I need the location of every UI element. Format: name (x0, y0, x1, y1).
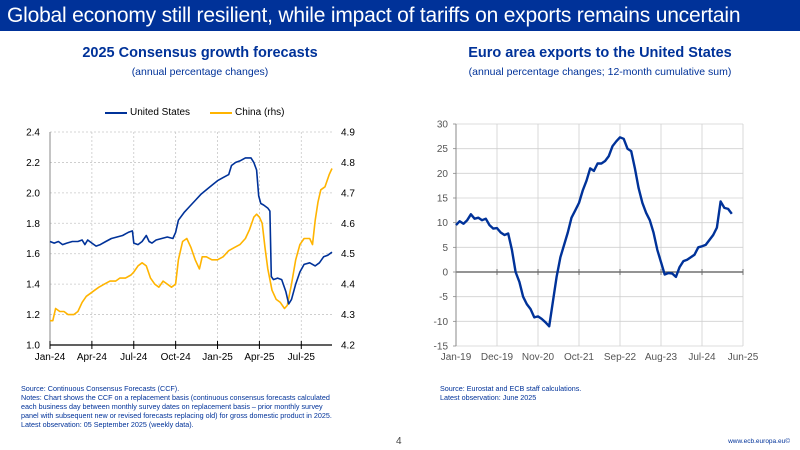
right-chart-y-axis-ticks: -15 -10 -5 0 5 10 15 20 25 30 (434, 120, 449, 353)
y2-tick-label: 4.8 (341, 158, 355, 169)
y-tick-label: 2.4 (26, 128, 40, 139)
x-tick-label: Sep-22 (604, 352, 637, 363)
legend-swatch-china (210, 111, 233, 114)
left-note-line: panel with subsequent new or revised for… (21, 411, 332, 420)
x-tick-label: Oct-21 (564, 352, 594, 363)
right-y-axis-ticks: 4.2 4.3 4.4 4.5 4.6 4.7 4.8 4.9 (341, 128, 355, 352)
y-tick-label: 2.2 (26, 158, 40, 169)
legend-label-china: China (rhs) (235, 107, 285, 118)
x-tick-label: Apr-24 (77, 352, 107, 363)
x-tick-label: Apr-25 (244, 352, 274, 363)
x-tick-label: Jul-24 (688, 352, 716, 363)
x-tick-label: Jul-25 (288, 352, 316, 363)
legend-label-united-states: United States (130, 107, 191, 118)
left-note-line: Latest observation: 05 September 2025 (w… (21, 420, 194, 429)
right-chart-series (455, 136, 733, 328)
left-grid (49, 131, 332, 346)
y2-tick-label: 4.4 (341, 280, 355, 291)
legend-item-china: China (rhs) (210, 107, 285, 118)
left-note-line: each business day between monthly survey… (21, 402, 323, 411)
y-tick-label: -10 (434, 317, 449, 328)
right-source: Source: Eurostat and ECB staff calculati… (440, 384, 582, 393)
footer-url: www.ecb.europa.eu© (728, 438, 790, 445)
x-tick-label: Oct-24 (161, 352, 191, 363)
x-tick-label: Jul-24 (120, 352, 148, 363)
y-tick-label: 1.0 (26, 341, 40, 352)
left-chart-title: 2025 Consensus growth forecasts (82, 45, 318, 61)
left-chart-subtitle: (annual percentage changes) (131, 66, 269, 78)
y2-tick-label: 4.6 (341, 219, 355, 230)
y2-tick-label: 4.5 (341, 249, 355, 260)
y-tick-label: 0 (442, 268, 448, 279)
right-latest: Latest observation: June 2025 (440, 393, 537, 402)
y2-tick-label: 4.9 (341, 128, 355, 139)
exports-chart: -15 -10 -5 0 5 10 15 20 25 30 Jan-19 Dec-19 Nov-20 O… (434, 120, 759, 364)
left-x-axis-ticks: Jan-24 Apr-24 Jul-24 Oct-24 Jan-25 Apr-25 Jul-… (35, 341, 316, 363)
y-tick-label: 1.4 (26, 280, 40, 291)
legend-item-united-states: United States (105, 107, 190, 118)
right-chart-x-axis-ticks: Jan-19 Dec-19 Nov-20 Oct-21 Sep-22 Aug-23 Jul-… (441, 352, 759, 363)
y-tick-label: 1.6 (26, 249, 40, 260)
consensus-growth-chart: 1.0 1.2 1.4 1.6 1.8 2.0 2.2 2.4 4.2 4.3 4.4 4.5 4.6… (26, 128, 355, 364)
x-tick-label: Jan-19 (441, 352, 472, 363)
y2-tick-label: 4.2 (341, 341, 355, 352)
left-source: Source: Continuous Consensus Forecasts (… (21, 384, 180, 393)
right-grid (453, 123, 744, 347)
legend-swatch-united-states (105, 111, 127, 114)
y-tick-label: -5 (439, 292, 448, 303)
x-tick-label: Nov-20 (522, 352, 555, 363)
left-notes: Notes: Chart shows the CCF on a replacem… (21, 393, 371, 429)
y-tick-label: 5 (442, 243, 448, 254)
left-note-line: Notes: Chart shows the CCF on a replacem… (21, 393, 330, 402)
series-line-united-states (49, 157, 333, 305)
y-tick-label: 25 (437, 144, 449, 155)
x-tick-label: Jan-25 (202, 352, 233, 363)
x-tick-label: Jun-25 (728, 352, 759, 363)
x-tick-label: Dec-19 (481, 352, 514, 363)
y-tick-label: 10 (437, 218, 449, 229)
left-chart-legend: United States China (rhs) (105, 107, 305, 118)
right-chart-subtitle: (annual percentage changes; 12-month cum… (468, 66, 732, 78)
y-tick-label: 1.8 (26, 219, 40, 230)
series-line-exports (455, 136, 733, 328)
y-tick-label: 15 (437, 194, 449, 205)
y-tick-label: 30 (437, 120, 449, 131)
left-y-axis-ticks: 1.0 1.2 1.4 1.6 1.8 2.0 2.2 2.4 (26, 128, 40, 352)
page-number: 4 (396, 436, 402, 447)
y-tick-label: 2.0 (26, 188, 40, 199)
series-line-china (50, 168, 333, 322)
x-tick-label: Jan-24 (35, 352, 66, 363)
y2-tick-label: 4.3 (341, 310, 355, 321)
y2-tick-label: 4.7 (341, 188, 355, 199)
x-tick-label: Aug-23 (645, 352, 678, 363)
y-tick-label: 1.2 (26, 310, 40, 321)
y-tick-label: 20 (437, 169, 449, 180)
right-chart-title: Euro area exports to the United States (468, 45, 732, 61)
left-series (49, 157, 333, 322)
y-tick-label: -15 (434, 342, 449, 353)
slide-title: Global economy still resilient, while im… (0, 0, 800, 31)
